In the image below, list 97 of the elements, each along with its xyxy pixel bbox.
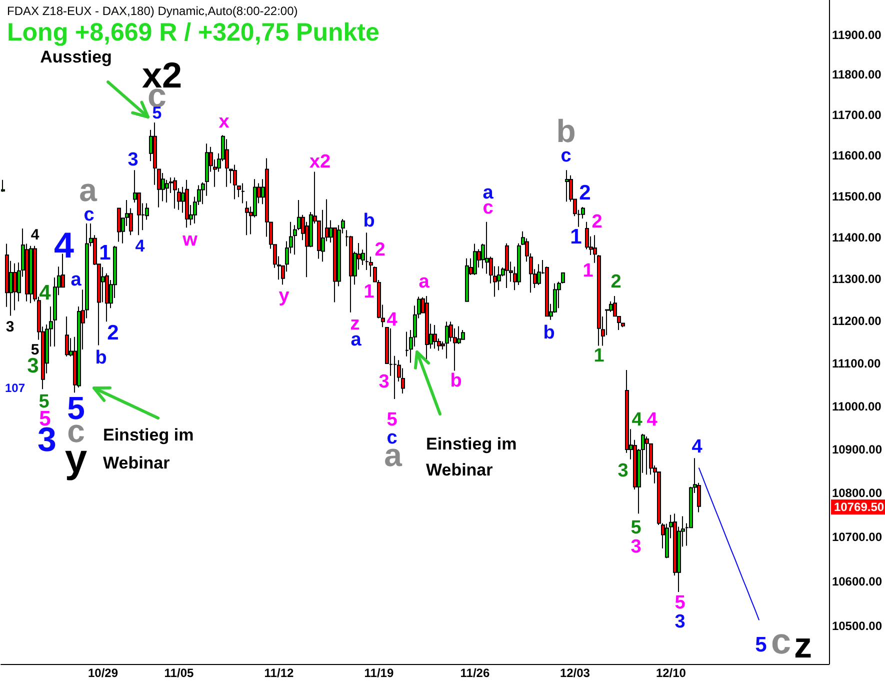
candlestick: [65, 316, 69, 357]
annotation: b: [363, 210, 375, 232]
annotation: 3: [618, 460, 628, 482]
x-tick-label: 11/26: [460, 666, 490, 680]
annotation: 4: [30, 226, 40, 244]
annotation: 2: [592, 212, 602, 232]
candlestick: [433, 324, 437, 350]
annotation: 3: [128, 150, 138, 170]
y-tick-label: 11500.00: [832, 189, 882, 204]
annotation: 5: [630, 518, 642, 538]
candlestick: [117, 208, 121, 242]
annotation: 4: [646, 410, 658, 430]
y-tick-label: 10900.00: [832, 442, 882, 456]
candlestick: [173, 176, 177, 210]
annotation: 3: [674, 612, 686, 632]
candlestick: [233, 164, 237, 200]
annotation: 2: [107, 322, 119, 344]
candlestick: [29, 245, 33, 304]
candlestick: [645, 436, 649, 476]
annotation: x2: [309, 152, 331, 172]
y-tick-label: 11300.00: [832, 272, 882, 286]
y-tick-label: 11600.00: [832, 148, 882, 162]
candlestick: [473, 243, 477, 276]
annotation: 4: [39, 282, 52, 304]
annotation: z: [794, 624, 812, 666]
y-tick-label: 11100.00: [832, 356, 881, 371]
annotation: w: [182, 230, 198, 250]
annotation: y: [278, 286, 290, 306]
annotation: 3: [378, 372, 390, 392]
x-tick-label: 12/10: [656, 666, 686, 680]
annotation: 2: [374, 240, 386, 260]
candlestick: [241, 182, 245, 204]
annotation: 1: [99, 242, 112, 264]
x-tick-label: 11/05: [164, 666, 194, 680]
candlestick: [445, 321, 449, 359]
annotation: 3: [630, 536, 642, 558]
annotation: 4: [386, 310, 398, 330]
y-tick-label: 11200.00: [832, 314, 882, 328]
annotation: 5: [755, 634, 768, 656]
y-tick-label: 11900.00: [832, 28, 882, 42]
y-tick-label: 10700.00: [832, 530, 882, 544]
y-tick-label: 10600.00: [832, 574, 882, 588]
line-series: [698, 468, 760, 620]
candlestick: [537, 264, 541, 286]
annotation: c: [386, 428, 398, 448]
candlestick: [225, 138, 229, 188]
annotation: Einstieg im Webinar: [426, 434, 517, 480]
text: Long +8,669 R / +320,75 Punkte: [7, 18, 380, 46]
candlestick: [1, 179, 5, 192]
x-tick-label: 11/19: [364, 666, 394, 680]
y-tick-label: 10800.00: [832, 486, 882, 500]
annotation: 3: [6, 318, 14, 336]
candlestick: [465, 258, 469, 302]
annotation: 1: [364, 282, 375, 302]
y-tick-label: 10500.00: [832, 619, 882, 634]
annotation: 4: [692, 436, 703, 458]
candlestick: [185, 179, 189, 228]
annotation: 2: [610, 272, 622, 292]
candlestick: [425, 295, 429, 360]
candlestick: [153, 122, 157, 186]
x-tick-label: 11/12: [264, 666, 294, 680]
annotation: b: [450, 370, 462, 392]
annotation: 4: [54, 224, 74, 266]
annotation: 2: [579, 182, 591, 204]
annotation: 4: [632, 410, 643, 430]
candlestick: [461, 330, 465, 340]
x-tick-label: 12/03: [560, 666, 590, 680]
annotation: 1: [570, 226, 582, 248]
annotation: b: [543, 322, 555, 344]
annotation: 107: [4, 381, 26, 395]
annotation: Ausstieg: [40, 48, 112, 66]
candlestick: [157, 168, 161, 208]
y-tick-label: 11400.00: [832, 230, 882, 245]
annotation: x: [218, 112, 230, 132]
chart-title: FDAX Z18-EUX - DAX,180) Dynamic,Auto(8:00-22:00): [7, 4, 298, 18]
annotation: a: [418, 272, 430, 292]
y-tick-label: 11000.00: [832, 399, 882, 414]
annotation: Einstieg im Webinar: [103, 426, 194, 472]
annotation: 5: [674, 592, 686, 614]
annotation: 4: [135, 236, 146, 256]
annotation: 5: [38, 392, 50, 412]
candlestick: [505, 242, 509, 288]
candlestick: [517, 242, 521, 286]
candlestick: [597, 254, 601, 346]
annotation: a: [70, 270, 82, 290]
candlestick: [593, 234, 597, 264]
candlestick: [245, 200, 249, 236]
annotation: b: [95, 348, 107, 368]
y-tick-label: 11800.00: [832, 68, 882, 82]
annotation: 1: [582, 260, 594, 282]
y-tick-label: 11700.00: [832, 108, 882, 122]
text: 10769.50: [834, 500, 884, 514]
candlestick: [565, 170, 569, 202]
annotation: c: [770, 620, 792, 662]
annotation: 5: [386, 410, 398, 430]
x-tick-label: 10/29: [88, 666, 118, 680]
annotation: 1: [594, 346, 605, 366]
